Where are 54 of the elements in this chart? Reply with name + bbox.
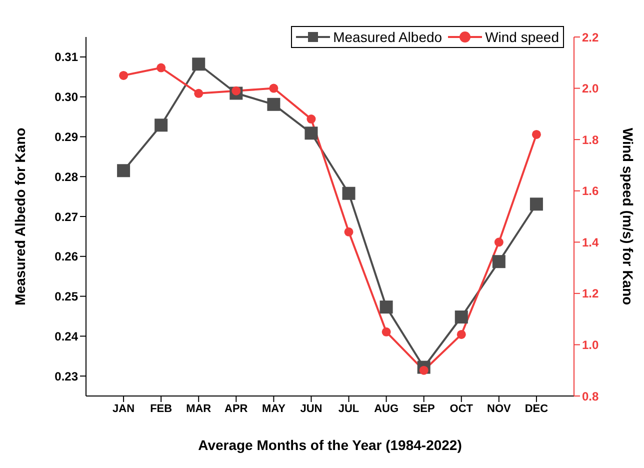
point	[156, 63, 166, 72]
point	[194, 88, 204, 98]
x-axis-title: Average Months of the Year (1984-2022)	[198, 437, 462, 453]
point	[154, 118, 168, 132]
x-tick-label: JAN	[112, 402, 135, 415]
y-tick-label: 0.30	[54, 90, 78, 104]
point	[492, 255, 506, 268]
point	[119, 70, 128, 80]
point	[456, 330, 466, 339]
x-tick-label: APR	[224, 402, 248, 415]
y2-tick-label: 1.8	[582, 132, 600, 147]
point	[269, 84, 278, 93]
x-tick-label: JUL	[338, 402, 360, 415]
y-tick-label: 0.28	[54, 170, 78, 184]
y2-axis-title: Wind speed (m/s) for Kano	[620, 128, 636, 306]
x-tick-label: MAY	[262, 402, 286, 415]
point	[342, 186, 356, 200]
y2-tick-label: 2.0	[582, 82, 600, 96]
y2-tick-label: 1.2	[582, 286, 600, 301]
point	[380, 300, 393, 314]
x-tick-label: SEP	[412, 402, 435, 415]
y-tick-label: 0.29	[54, 130, 78, 144]
point	[344, 227, 354, 236]
y-tick-label: 0.26	[54, 250, 78, 264]
y2-tick-label: 1.6	[582, 184, 600, 198]
point	[382, 327, 391, 336]
point	[267, 98, 280, 111]
y2-tick-label: 0.8	[582, 389, 600, 404]
x-tick-label: DEC	[524, 402, 548, 415]
y-tick-label: 0.25	[54, 290, 78, 304]
point	[532, 130, 541, 139]
legend-label: Measured Albedo	[332, 28, 442, 46]
y2-tick-label: 1.4	[582, 235, 600, 250]
x-tick-label: OCT	[450, 402, 474, 415]
y2-tick-label: 2.2	[582, 30, 600, 44]
x-tick-label: FEB	[150, 402, 172, 415]
point	[117, 164, 130, 178]
point	[192, 58, 206, 71]
point	[530, 198, 543, 211]
x-tick-label: AUG	[374, 402, 399, 415]
legend-label: Wind speed	[484, 28, 559, 46]
y-tick-label: 0.27	[54, 210, 78, 224]
x-tick-label: MAR	[186, 402, 212, 415]
point	[304, 126, 318, 140]
point	[306, 114, 316, 124]
y-tick-label: 0.24	[54, 329, 78, 344]
y-tick-label: 0.31	[54, 50, 78, 64]
point	[494, 238, 504, 247]
x-tick-label: NOV	[487, 402, 512, 415]
point	[454, 310, 468, 324]
y-tick-label: 0.23	[54, 369, 78, 384]
x-tick-label: JUN	[300, 402, 322, 415]
y-axis-title: Measured Albedo for Kano	[12, 128, 28, 306]
y2-tick-label: 1.0	[582, 338, 600, 352]
